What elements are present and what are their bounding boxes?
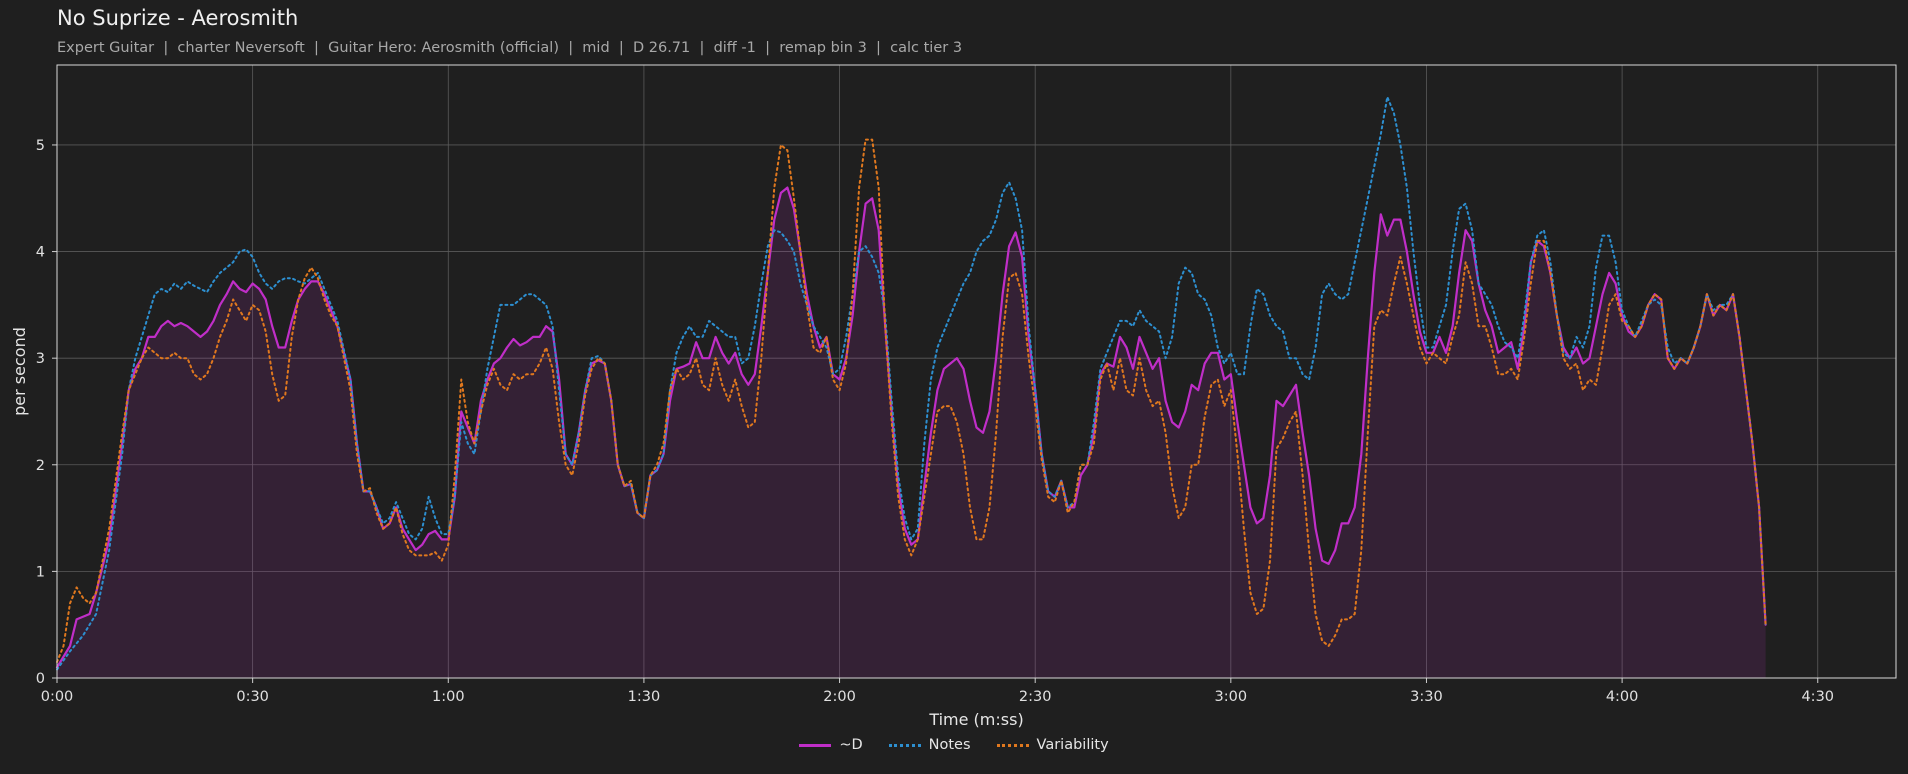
y-tick-label: 0 <box>36 671 45 687</box>
x-tick-label: 2:00 <box>823 689 856 705</box>
legend-swatch <box>799 743 832 747</box>
series-line-2 <box>56 138 1767 663</box>
legend-label: ~D <box>839 737 863 753</box>
y-axis-label: per second <box>10 327 29 416</box>
x-tick-label: 4:30 <box>1801 689 1834 705</box>
chart-subtitle: Expert Guitar | charter Neversoft | Guit… <box>57 40 963 56</box>
legend-item: ~D <box>799 737 863 753</box>
y-tick-label: 4 <box>36 245 45 261</box>
y-tick-label: 1 <box>36 564 45 580</box>
series-fill-0 <box>57 187 1766 678</box>
legend-swatch <box>996 743 1029 747</box>
legend-item: Notes <box>888 737 971 753</box>
y-tick-label: 3 <box>36 351 45 367</box>
plot-area <box>57 65 1896 678</box>
x-tick-label: 3:30 <box>1410 689 1443 705</box>
legend-item: Variability <box>996 737 1109 753</box>
x-axis-label: Time (m:ss) <box>928 710 1023 729</box>
x-tick-label: 0:30 <box>236 689 269 705</box>
y-tick-label: 5 <box>36 138 45 154</box>
x-tick-label: 1:00 <box>432 689 465 705</box>
x-tick-label: 1:30 <box>628 689 661 705</box>
y-tick-label: 2 <box>36 458 45 474</box>
x-tick-label: 4:00 <box>1606 689 1639 705</box>
x-tick-label: 0:00 <box>41 689 74 705</box>
legend-label: Notes <box>928 737 971 753</box>
plot-frame <box>56 64 1897 679</box>
legend-swatch <box>888 743 921 747</box>
x-tick-label: 2:30 <box>1019 689 1052 705</box>
chart-title: No Suprize - Aerosmith <box>57 6 299 30</box>
x-tick-label: 3:00 <box>1215 689 1248 705</box>
chart-legend: ~D Notes Variability <box>0 737 1908 753</box>
legend-label: Variability <box>1036 737 1109 753</box>
